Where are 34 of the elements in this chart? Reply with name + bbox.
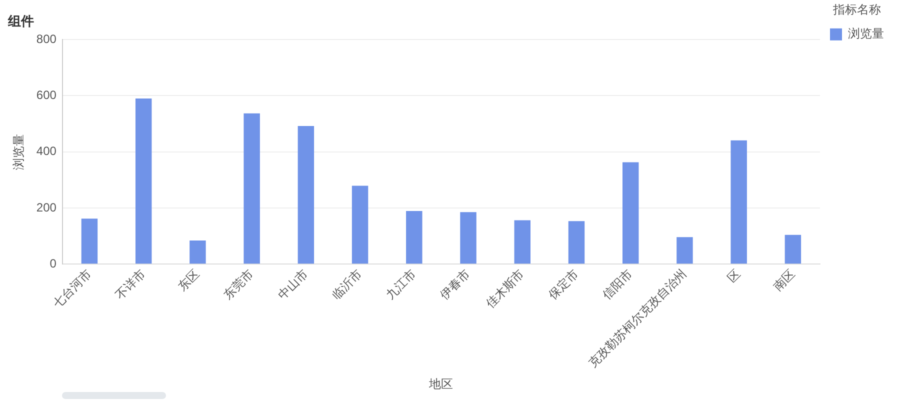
y-tick-label: 200 xyxy=(36,200,57,214)
bar xyxy=(244,113,260,264)
x-tick-label: 信阳市 xyxy=(600,266,636,302)
x-tick-label: 东莞市 xyxy=(220,266,256,302)
bar xyxy=(135,98,152,264)
x-tick-label: 九江市 xyxy=(383,266,419,302)
x-tick-label: 东区 xyxy=(175,266,202,294)
x-tick-label: 佳木斯市 xyxy=(483,266,527,311)
bar xyxy=(622,162,639,264)
bar xyxy=(676,237,693,264)
legend-label: 浏览量 xyxy=(848,26,884,41)
x-tick-label: 不详市 xyxy=(112,266,148,302)
x-tick-label: 南区 xyxy=(770,266,798,294)
bar xyxy=(406,211,422,264)
bar xyxy=(352,186,368,264)
x-tick-label: 中山市 xyxy=(275,266,310,302)
x-tick-label: 保定市 xyxy=(546,266,581,302)
x-tick-label: 区 xyxy=(724,266,744,286)
bar xyxy=(190,240,206,264)
chart-title: 组件 xyxy=(7,13,34,28)
bar xyxy=(784,234,802,264)
bar xyxy=(81,218,98,264)
bar xyxy=(568,221,585,264)
x-tick-label: 伊春市 xyxy=(437,266,473,302)
bar xyxy=(460,212,476,264)
x-tick-label: 临沂市 xyxy=(329,266,365,302)
bar xyxy=(730,140,747,264)
y-axis-title: 浏览量 xyxy=(12,134,26,170)
y-tick-label: 600 xyxy=(36,88,57,102)
bar xyxy=(298,126,314,264)
bar xyxy=(514,220,530,264)
y-tick-label: 400 xyxy=(36,144,57,158)
x-axis-title: 地区 xyxy=(428,377,454,392)
y-tick-label: 800 xyxy=(36,32,57,46)
